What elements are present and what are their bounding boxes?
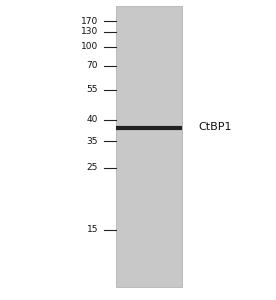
- Text: CtBP1: CtBP1: [199, 122, 232, 133]
- Text: 55: 55: [86, 85, 98, 94]
- Text: 100: 100: [81, 42, 98, 51]
- Bar: [116, 6, 182, 286]
- Text: 70: 70: [86, 61, 98, 70]
- Text: 40: 40: [87, 116, 98, 124]
- Text: 170: 170: [81, 16, 98, 26]
- Text: 15: 15: [86, 225, 98, 234]
- Text: 25: 25: [87, 164, 98, 172]
- Text: 130: 130: [81, 27, 98, 36]
- Text: 35: 35: [86, 136, 98, 146]
